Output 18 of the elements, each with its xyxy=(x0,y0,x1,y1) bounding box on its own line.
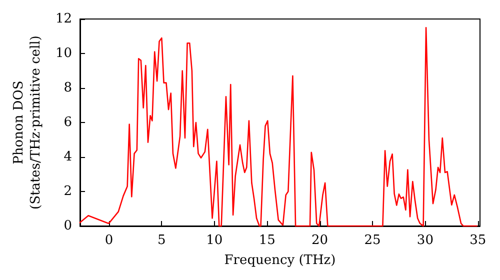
x-tick-label: 0 xyxy=(104,233,114,248)
x-tick-label: 10 xyxy=(206,233,223,248)
x-axis-title: Frequency (THz) xyxy=(224,252,336,268)
x-tick-label: 5 xyxy=(158,233,166,248)
y-tick-label: 10 xyxy=(55,46,72,61)
y-tick-label: 0 xyxy=(64,218,72,234)
y-tick-label: 6 xyxy=(64,115,72,130)
x-tick-label: 35 xyxy=(470,233,486,248)
y-tick-label: 2 xyxy=(64,184,72,199)
line-series xyxy=(79,26,478,227)
x-tick-label: 15 xyxy=(258,233,276,248)
x-tick-label: 30 xyxy=(416,233,434,248)
y-axis-title: Phonon DOS (States/THz·primitive cell) xyxy=(12,35,44,210)
y-tick-label: 4 xyxy=(64,150,72,164)
x-tick-label: 20 xyxy=(312,233,328,248)
x-tick-label: 25 xyxy=(364,233,381,248)
y-tick-label: 8 xyxy=(64,80,72,96)
y-tick-label: 12 xyxy=(55,12,72,26)
